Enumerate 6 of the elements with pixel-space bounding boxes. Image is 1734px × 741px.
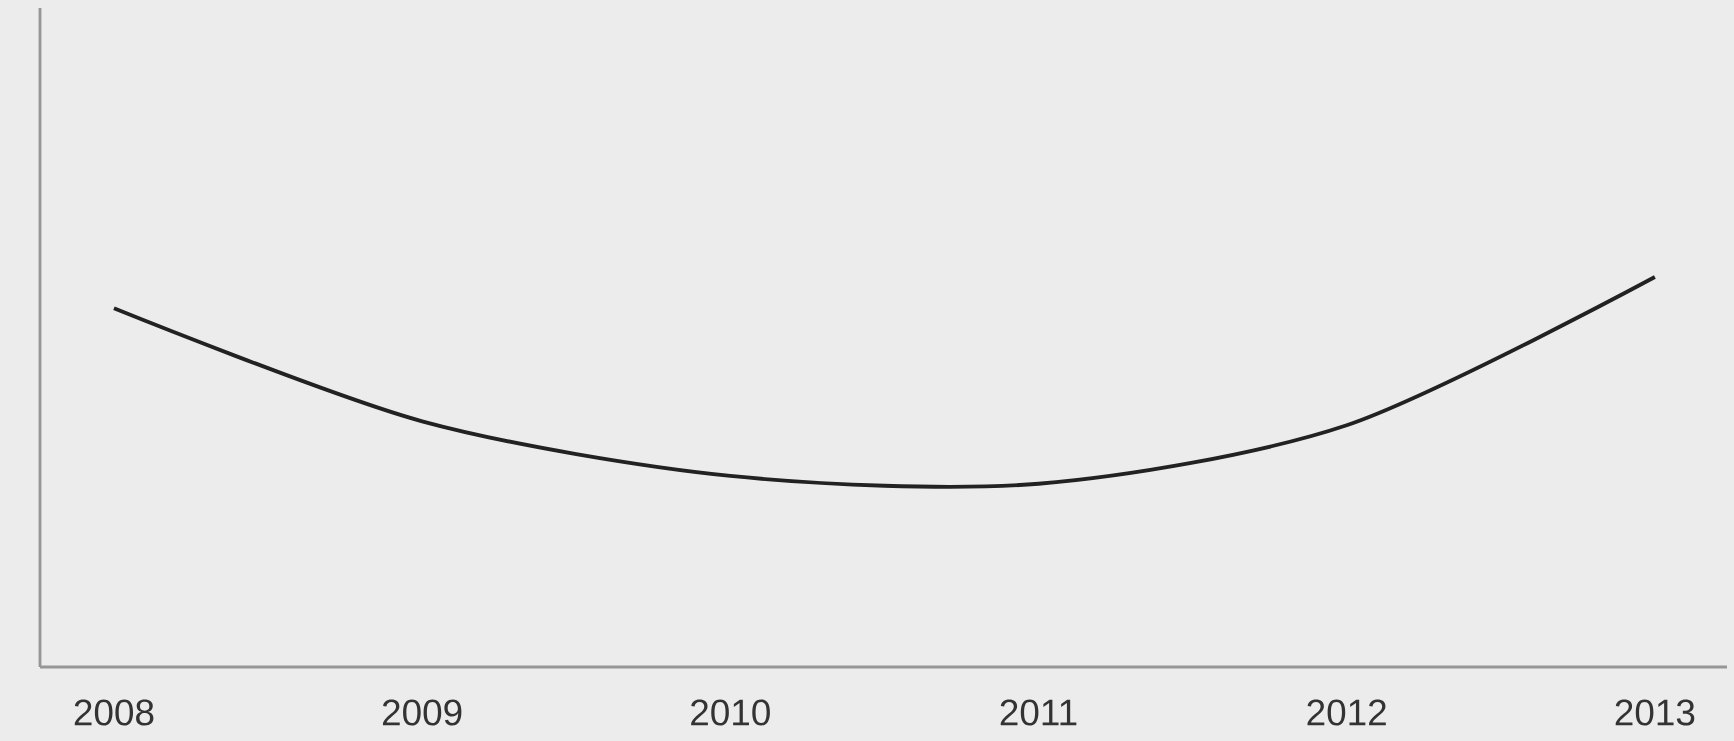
x-tick-label: 2013 [1615, 699, 1695, 726]
x-tick-label: 2008 [74, 699, 154, 726]
x-tick-label: 2010 [691, 699, 770, 726]
x-tick-label: 2009 [382, 699, 462, 726]
x-tick-label: 2012 [1307, 699, 1386, 726]
x-tick-label: 2011 [1000, 699, 1077, 726]
